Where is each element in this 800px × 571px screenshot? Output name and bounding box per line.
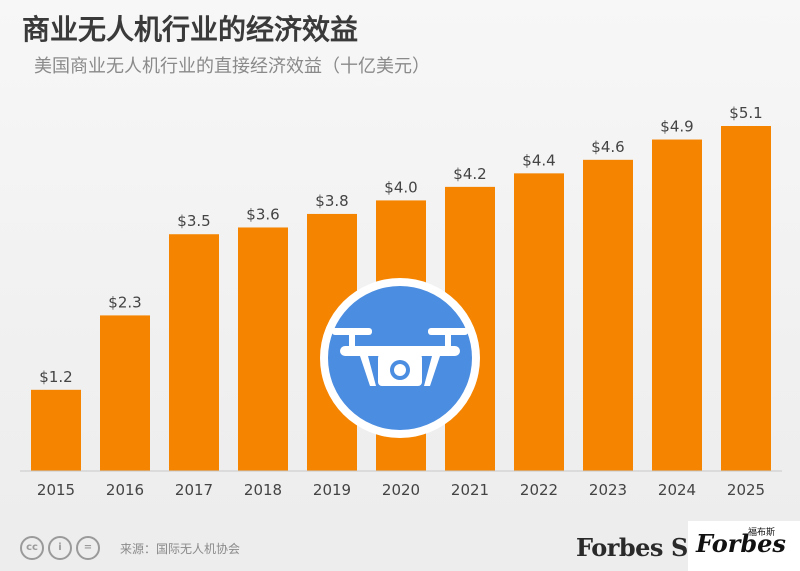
bar-2024 — [652, 139, 702, 471]
value-label-2025: $5.1 — [729, 104, 762, 122]
license-icons: cc i = — [20, 536, 100, 560]
x-tick-2023: 2023 — [589, 481, 627, 499]
attribution-icon: i — [48, 536, 72, 560]
rotor-mast-left — [349, 335, 355, 347]
x-tick-2017: 2017 — [175, 481, 213, 499]
rotor-left — [332, 328, 372, 335]
bar-2015 — [31, 389, 81, 471]
creative-commons-icon: cc — [20, 536, 44, 560]
watermark: Forbes 福布斯 — [688, 521, 800, 571]
x-tick-2020: 2020 — [382, 481, 420, 499]
source-note: 来源：国际无人机协会 — [120, 542, 241, 556]
footer-bar — [0, 528, 800, 571]
bar-2025 — [721, 126, 771, 471]
bar-2023 — [583, 159, 633, 471]
value-label-2017: $3.5 — [177, 212, 210, 230]
value-label-2020: $4.0 — [384, 178, 417, 196]
value-label-2021: $4.2 — [453, 165, 486, 183]
value-label-2016: $2.3 — [108, 293, 141, 311]
x-tick-2019: 2019 — [313, 481, 351, 499]
landing-leg-left — [360, 356, 376, 386]
x-tick-2016: 2016 — [106, 481, 144, 499]
bar-2018 — [238, 227, 288, 471]
bar-2016 — [100, 315, 150, 471]
value-label-2023: $4.6 — [591, 138, 624, 156]
watermark-logo: Forbes — [696, 529, 786, 558]
rotor-right — [428, 328, 468, 335]
x-tick-2018: 2018 — [244, 481, 282, 499]
chart-subtitle: 美国商业无人机行业的直接经济效益（十亿美元） — [34, 56, 430, 77]
value-label-2018: $3.6 — [246, 205, 279, 223]
value-label-2015: $1.2 — [39, 368, 72, 386]
value-label-2019: $3.8 — [315, 192, 348, 210]
camera-top — [392, 349, 408, 355]
no-derivatives-icon: = — [76, 536, 100, 560]
rotor-mast-right — [445, 335, 451, 347]
x-tick-2024: 2024 — [658, 481, 696, 499]
x-tick-2022: 2022 — [520, 481, 558, 499]
value-label-2022: $4.4 — [522, 151, 555, 169]
drone-icon — [320, 278, 480, 438]
bar-2017 — [169, 234, 219, 471]
watermark-small-text: 福布斯 — [748, 528, 776, 538]
landing-leg-right — [424, 356, 440, 386]
chart-title: 商业无人机行业的经济效益 — [22, 13, 359, 46]
x-tick-2021: 2021 — [451, 481, 489, 499]
brand-logo: Forbes — [576, 533, 663, 562]
bar-chart: $1.2 2015 $2.3 2016 $3.5 2017 $3.6 2018 $3.8 2019… — [20, 104, 782, 499]
x-tick-2015: 2015 — [37, 481, 75, 499]
value-label-2024: $4.9 — [660, 118, 693, 136]
bar-2022 — [514, 173, 564, 471]
camera-lens — [394, 364, 406, 376]
x-tick-2025: 2025 — [727, 481, 765, 499]
